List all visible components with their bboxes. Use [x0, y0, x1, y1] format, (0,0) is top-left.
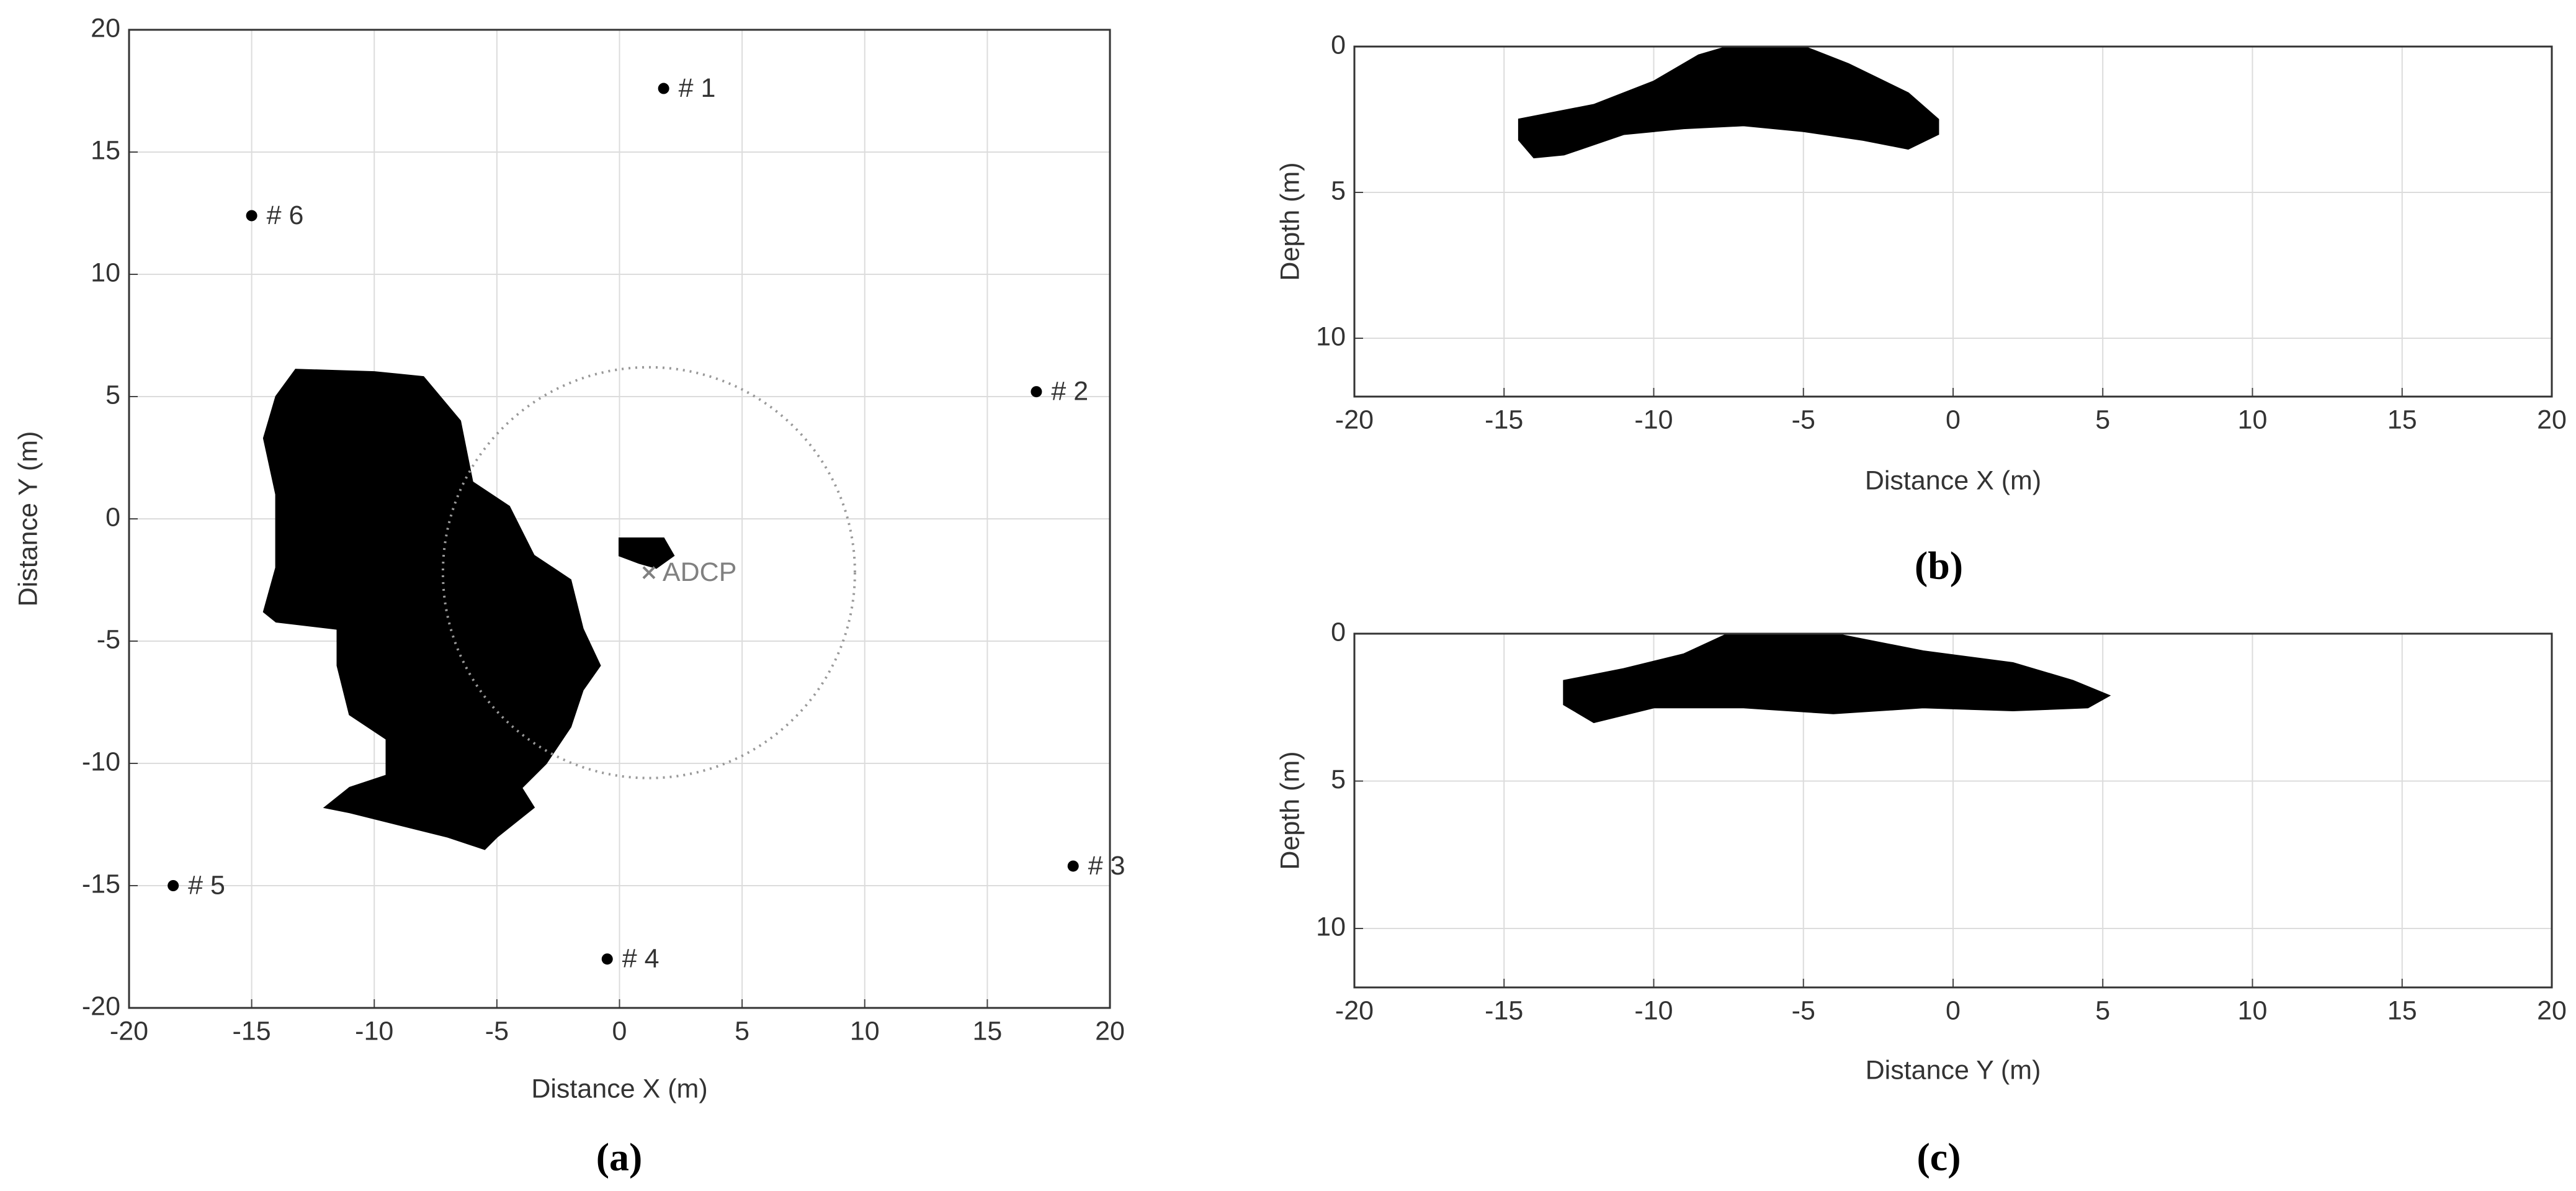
station-label: # 3: [1088, 851, 1125, 881]
x-tick-label: -20: [1335, 995, 1374, 1025]
x-tick-label: 10: [850, 1016, 880, 1046]
range-circle: [441, 366, 856, 780]
station-label: # 1: [679, 73, 716, 103]
region: [1563, 632, 2111, 724]
x-tick-label: 15: [2387, 405, 2417, 434]
x-tick-label: 20: [2537, 995, 2567, 1025]
x-tick-label: 0: [1946, 405, 1961, 434]
region: [1518, 45, 1939, 159]
station-label: # 4: [622, 944, 660, 974]
x-tick-label: 10: [2238, 995, 2268, 1025]
x-tick-label: 5: [2095, 995, 2110, 1025]
x-tick-label: 5: [735, 1016, 749, 1046]
caption: (c): [1916, 1135, 1961, 1179]
y-axis-label: Distance Y (m): [13, 431, 43, 607]
station-point: [168, 880, 179, 891]
adcp-marker: [642, 566, 656, 580]
x-tick-label: 0: [1946, 995, 1961, 1025]
x-tick-label: 15: [2387, 995, 2417, 1025]
x-axis-label: Distance X (m): [531, 1074, 707, 1103]
x-tick-label: 0: [612, 1016, 627, 1046]
y-tick-label: 5: [1331, 176, 1346, 205]
y-axis-label: Depth (m): [1275, 751, 1305, 870]
x-axis-label: Distance Y (m): [1866, 1055, 2041, 1085]
station-label: # 5: [188, 870, 225, 900]
x-tick-label: -5: [1792, 995, 1815, 1025]
y-tick-label: 20: [91, 13, 120, 43]
x-axis-label: Distance X (m): [1865, 465, 2041, 495]
y-axis-label: Depth (m): [1275, 162, 1305, 281]
y-tick-label: 5: [105, 380, 120, 410]
region: [262, 369, 601, 850]
y-tick-label: -10: [82, 747, 120, 776]
station-point: [658, 83, 669, 94]
y-tick-label: 15: [91, 135, 120, 165]
station-point: [1031, 386, 1042, 398]
x-tick-label: 15: [972, 1016, 1002, 1046]
station-label: # 6: [267, 200, 304, 230]
x-tick-label: -10: [1634, 405, 1673, 434]
y-tick-label: -5: [97, 624, 120, 654]
x-tick-label: 5: [2095, 405, 2110, 434]
station-point: [1067, 860, 1079, 872]
x-tick-label: -15: [1485, 995, 1523, 1025]
y-tick-label: 0: [1331, 617, 1346, 647]
y-tick-label: 10: [1316, 912, 1346, 942]
y-tick-label: 0: [1331, 30, 1346, 60]
x-tick-label: -20: [110, 1016, 148, 1046]
x-tick-label: -5: [485, 1016, 509, 1046]
x-tick-label: -15: [1485, 405, 1523, 434]
x-tick-label: -15: [233, 1016, 271, 1046]
axes-frame: [128, 29, 1111, 1009]
axes-frame: [1353, 45, 2553, 398]
x-tick-label: -10: [1634, 995, 1673, 1025]
y-tick-label: 0: [105, 502, 120, 532]
caption: (b): [1915, 544, 1963, 588]
y-tick-label: 5: [1331, 765, 1346, 794]
axes-frame: [1353, 632, 2553, 989]
y-tick-label: 10: [91, 258, 120, 287]
x-tick-label: -20: [1335, 405, 1374, 434]
y-tick-label: -20: [82, 991, 120, 1021]
y-tick-label: -15: [82, 869, 120, 899]
x-tick-label: 10: [2238, 405, 2268, 434]
adcp-label: ADCP: [663, 557, 736, 587]
x-tick-label: 20: [1095, 1016, 1125, 1046]
station-point: [246, 210, 257, 222]
x-tick-label: -5: [1792, 405, 1815, 434]
y-tick-label: 10: [1316, 321, 1346, 351]
station-label: # 2: [1051, 376, 1088, 406]
caption: (a): [596, 1135, 643, 1179]
station-point: [601, 953, 613, 965]
x-tick-label: 20: [2537, 405, 2567, 434]
region: [619, 537, 675, 569]
x-tick-label: -10: [355, 1016, 393, 1046]
